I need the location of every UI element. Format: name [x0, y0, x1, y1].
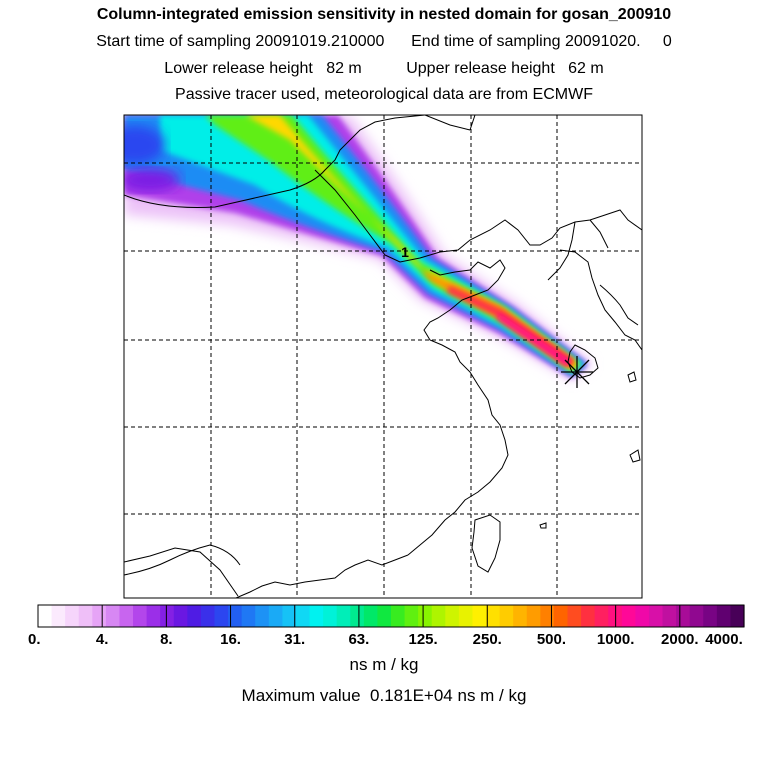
colorbar-cell — [567, 605, 582, 627]
start-label: Start time of sampling — [96, 33, 251, 50]
borders — [124, 115, 609, 597]
plume-band-blue — [124, 115, 586, 376]
colorbar-cell — [730, 605, 745, 627]
colorbar-cells — [38, 605, 745, 627]
colorbar-units: ns m / kg — [349, 655, 419, 674]
colorbar-label: 1000. — [597, 631, 635, 648]
colorbar-label: 500. — [537, 631, 566, 648]
colorbar-label: 2000. — [661, 631, 699, 648]
colorbar-cell — [553, 605, 569, 627]
colorbar-cell — [404, 605, 419, 627]
colorbar-cell — [323, 605, 338, 627]
colorbar-cell — [377, 605, 392, 627]
colorbar-cell — [336, 605, 351, 627]
colorbar-cell — [160, 605, 175, 627]
colorbar-label: 8. — [160, 631, 173, 648]
colorbar-frame — [37, 604, 745, 628]
map-frame — [123, 114, 643, 599]
colorbar-cell — [268, 605, 283, 627]
colorbar-cell — [662, 605, 677, 627]
plot-title: Column-integrated emission sensitivity i… — [96, 6, 672, 23]
sampling-times: Start time of sampling 20091019.210000 E… — [0, 33, 768, 51]
colorbar-cell — [431, 605, 446, 627]
colorbar-labels: 0. 4. 8. 16. 31. 63. 125. 250. 500. 1000. 2000. 400… — [28, 631, 743, 648]
colorbar-cell — [51, 605, 66, 627]
colorbar-cell — [228, 605, 243, 627]
colorbar-cell — [458, 605, 474, 627]
max-label: Maximum value — [241, 686, 361, 705]
colorbar-cell — [703, 605, 718, 627]
colorbar-cell — [282, 605, 297, 627]
colorbar-cell — [499, 605, 514, 627]
colorbar-cell — [445, 605, 460, 627]
colorbar-cell — [146, 605, 161, 627]
lower-label: Lower release height — [164, 60, 313, 77]
colorbar-cell — [418, 605, 433, 627]
upper-label: Upper release height — [406, 60, 555, 77]
end-label: End time of sampling — [411, 33, 561, 50]
upper-value: 62 m — [568, 60, 604, 77]
colorbar-cell — [513, 605, 528, 627]
colorbar-cell — [255, 605, 270, 627]
colorbar-cell — [133, 605, 148, 627]
colorbar-cell — [78, 605, 93, 627]
colorbar-ticks — [101, 605, 681, 627]
max-value: 0.181E+04 — [370, 686, 453, 705]
plume — [124, 115, 642, 598]
colorbar-cell — [92, 605, 107, 627]
colorbar-cell — [472, 605, 487, 627]
colorbar-cell — [581, 605, 596, 627]
colorbar-label: 16. — [220, 631, 241, 648]
colorbar-label: 63. — [348, 631, 369, 648]
colorbar: 0. 4. 8. 16. 31. 63. 125. 250. 500. 1000. 2000. 400… — [28, 604, 745, 648]
star-marker — [561, 356, 593, 388]
plume-core-west — [124, 125, 165, 165]
colorbar-cell — [119, 605, 134, 627]
end-value: 20091020. 0 — [564, 33, 672, 50]
coastlines — [124, 115, 642, 598]
colorbar-cell — [391, 605, 406, 627]
colorbar-cell — [105, 605, 121, 627]
max-units: ns m / kg — [457, 686, 527, 705]
colorbar-cell — [594, 605, 609, 627]
graticule — [124, 115, 642, 598]
colorbar-label: 0. — [28, 631, 41, 648]
colorbar-cell — [173, 605, 188, 627]
lower-value: 82 m — [326, 60, 362, 77]
maximum-value: Maximum value 0.181E+04 ns m / kg — [0, 686, 768, 706]
colorbar-cell — [309, 605, 324, 627]
colorbar-label: 250. — [473, 631, 502, 648]
colorbar-label: 4000. — [705, 631, 743, 648]
colorbar-label: 4. — [96, 631, 109, 648]
release-heights: Lower release height 82 m Upper release … — [0, 60, 768, 78]
model-note: Passive tracer used, meteorological data… — [175, 86, 593, 103]
colorbar-cell — [689, 605, 704, 627]
colorbar-cell — [38, 605, 53, 627]
colorbar-cell — [363, 605, 379, 627]
colorbar-cell — [241, 605, 256, 627]
colorbar-cell — [295, 605, 311, 627]
start-value: 20091019.210000 — [255, 33, 385, 50]
colorbar-cell — [350, 605, 365, 627]
plume-core-west-2 — [124, 168, 180, 192]
colorbar-cell — [65, 605, 80, 627]
colorbar-cell — [621, 605, 636, 627]
colorbar-cell — [540, 605, 555, 627]
colorbar-cell — [200, 605, 216, 627]
colorbar-cell — [187, 605, 202, 627]
colorbar-label: 125. — [408, 631, 437, 648]
colorbar-cell — [214, 605, 229, 627]
colorbar-cell — [676, 605, 691, 627]
colorbar-cell — [486, 605, 501, 627]
colorbar-cell — [635, 605, 650, 627]
colorbar-cell — [716, 605, 732, 627]
colorbar-cell — [526, 605, 541, 627]
map-annotation: 1 — [401, 244, 409, 260]
colorbar-label: 31. — [284, 631, 305, 648]
colorbar-cell — [648, 605, 664, 627]
